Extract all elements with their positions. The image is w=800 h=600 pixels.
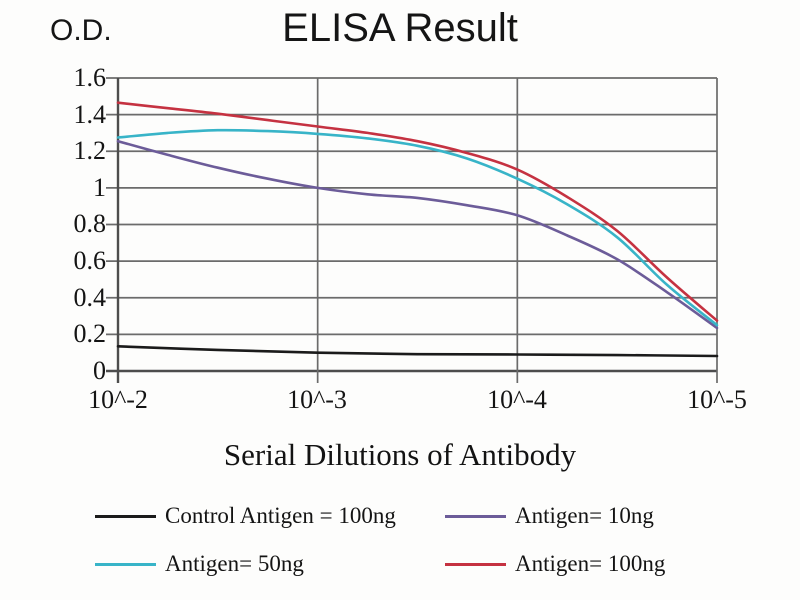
series-line-antigen-10ng [116, 139, 719, 330]
y-tick-label: 0.6 [73, 246, 107, 275]
legend-entry-antigen-10ng: Antigen= 10ng [445, 503, 654, 529]
x-tick-label: 10^-3 [287, 385, 347, 414]
x-tick-label: 10^-2 [88, 385, 148, 414]
x-tick-label: 10^-5 [687, 385, 747, 414]
y-tick-label: 0 [93, 356, 106, 385]
y-tick-label: 1.2 [73, 136, 107, 165]
legend-label: Antigen= 100ng [515, 551, 666, 576]
legend-label: Antigen= 50ng [165, 551, 304, 576]
series-line-control-antigen-100ng [116, 345, 719, 358]
legend-line-purple [445, 514, 506, 518]
legend-label: Control Antigen = 100ng [165, 503, 396, 528]
y-tick-label: 0.4 [73, 283, 107, 312]
legend-line-cyan [95, 562, 156, 566]
y-tick-label: 1 [93, 173, 106, 202]
x-tick-label: 10^-4 [487, 385, 547, 414]
y-tick-label: 0.8 [73, 209, 107, 238]
legend-entry-antigen-100ng: Antigen= 100ng [445, 551, 665, 577]
legend-line-black [95, 514, 156, 518]
chart-title: ELISA Result [282, 6, 518, 50]
legend-entry-antigen-50ng: Antigen= 50ng [95, 551, 304, 577]
legend-line-red [445, 562, 506, 566]
x-axis-title: Serial Dilutions of Antibody [223, 437, 577, 472]
legend-label: Antigen= 10ng [515, 503, 654, 528]
y-tick-label: 1.4 [73, 100, 107, 129]
series-line-antigen-50ng [116, 128, 719, 327]
y-tick-label: 0.2 [73, 319, 107, 348]
y-axis-title: O.D. [50, 14, 112, 47]
series-line-antigen-100ng [116, 101, 719, 322]
legend-entry-control-antigen: Control Antigen = 100ng [95, 503, 396, 529]
y-tick-label: 1.6 [73, 63, 107, 92]
